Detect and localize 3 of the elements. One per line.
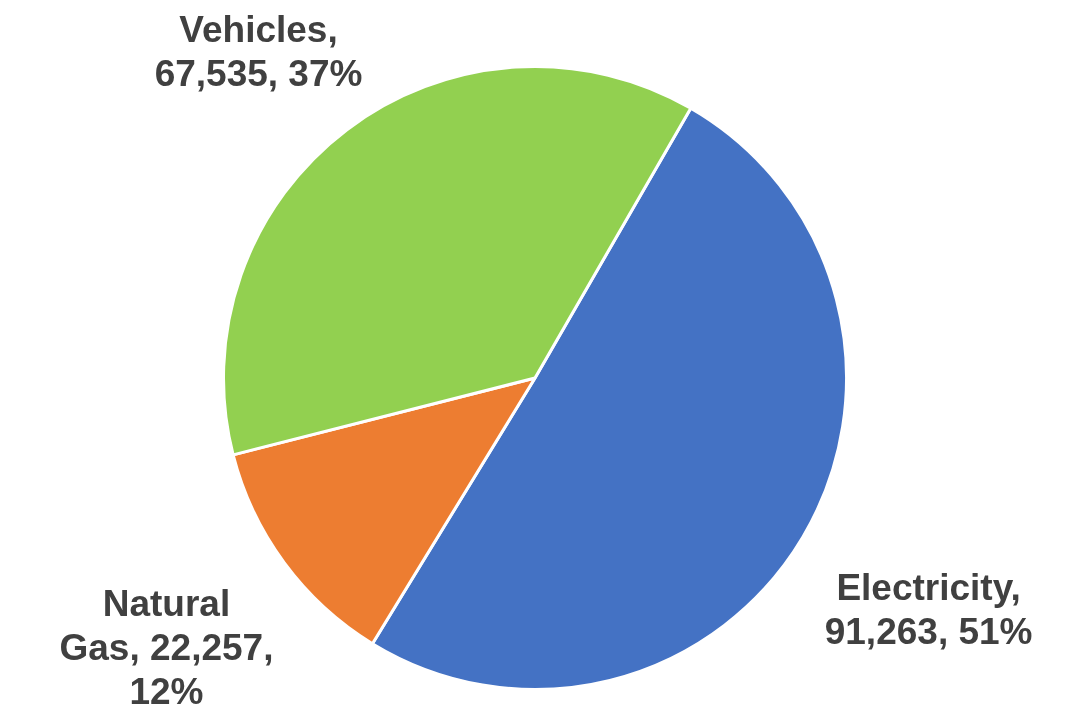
slice-label: Electricity, 91,263, 51%: [824, 567, 1033, 653]
slice-label: Vehicles, 67,535, 37%: [154, 9, 363, 95]
slice-label: Natural Gas, 22,257, 12%: [59, 583, 274, 712]
